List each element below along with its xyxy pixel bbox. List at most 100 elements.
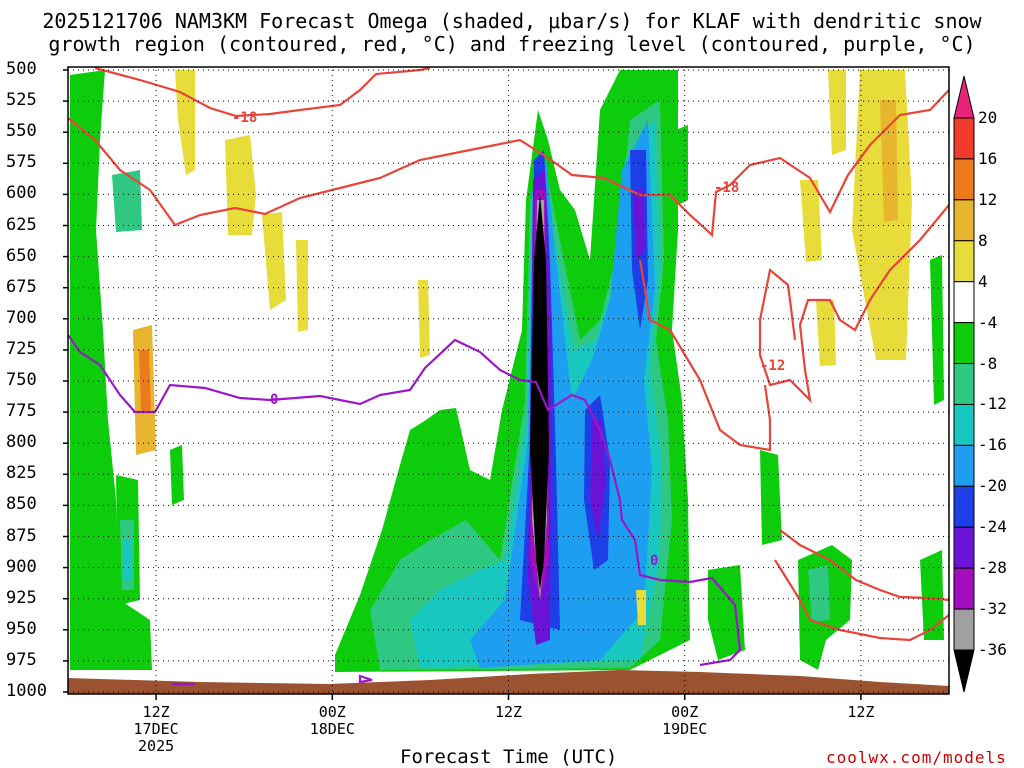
omega-shading-layer <box>68 67 949 694</box>
x-tick-label-line: 19DEC <box>662 720 708 738</box>
credit-link[interactable]: coolwx.com/models <box>826 748 1007 767</box>
y-tick-label: 1000 <box>6 681 47 701</box>
colorbar-label: 16 <box>978 148 998 168</box>
y-tick-label: 900 <box>6 556 37 577</box>
freezing-level-contours <box>68 334 742 686</box>
y-tick-label: 550 <box>6 121 37 142</box>
x-tick-label: 00Z 18DEC <box>287 704 377 738</box>
omega-region-left-lower-cyan <box>124 540 132 580</box>
omega-region-yellow-4 <box>296 240 308 332</box>
colorbar-label: 4 <box>978 271 988 291</box>
omega-colorbar <box>953 75 975 693</box>
y-tick-label: 525 <box>6 90 37 111</box>
x-tick-label: 12Z <box>816 704 906 721</box>
y-tick-label: 925 <box>6 587 37 608</box>
x-tick-label-line: 00Z <box>318 703 346 721</box>
y-tick-marks <box>63 69 68 693</box>
colorbar-label: -36 <box>978 640 1007 659</box>
y-tick-label: 875 <box>6 525 37 546</box>
x-tick-label: 12Z <box>464 704 554 721</box>
freezing-label-1: 0 <box>270 392 278 408</box>
colorbar-label: -4 <box>978 312 998 332</box>
colorbar-label: -12 <box>978 394 1007 414</box>
freezing-label-2: 0 <box>650 553 658 569</box>
colorbar-segment <box>953 444 975 487</box>
x-tick-label: 12Z 17DEC 2025 <box>111 704 201 755</box>
colorbar-segment <box>953 281 975 324</box>
colorbar-label: -16 <box>978 435 1007 455</box>
omega-region-green-small <box>676 125 688 205</box>
omega-region-right-green-4 <box>930 255 944 405</box>
omega-region-right-teal-3 <box>808 565 830 622</box>
red-contour-right-loop <box>758 204 949 404</box>
colorbar-label: -20 <box>978 476 1007 496</box>
colorbar-segment <box>953 485 975 528</box>
chart-title-line1: 2025121706 NAM3KM Forecast Omega (shaded… <box>42 9 982 33</box>
red-contour-lower-right <box>774 529 949 642</box>
omega-region-yellow-3 <box>262 212 286 310</box>
omega-region-yellow-7 <box>852 70 912 360</box>
colorbar-segment <box>953 649 975 693</box>
contour-labels: -18 -18 -12 <box>232 110 785 374</box>
contour-label-3: -12 <box>760 358 785 374</box>
contour-label-1: -18 <box>232 110 257 126</box>
x-axis-title: Forecast Time (UTC) <box>400 746 618 768</box>
x-tick-label-line: 17DEC <box>133 720 179 738</box>
x-tick-label: 00Z 19DEC <box>640 704 730 738</box>
omega-region-yellow-2 <box>225 135 256 235</box>
y-tick-label: 600 <box>6 183 37 204</box>
purple-contour-small <box>172 674 373 686</box>
freezing-labels: 0 0 <box>270 392 658 569</box>
y-tick-label: 575 <box>6 152 37 173</box>
y-tick-label: 825 <box>6 463 37 484</box>
contour-label-2: -18 <box>714 180 739 196</box>
omega-region-yellow-6 <box>828 70 846 155</box>
colorbar-segment <box>953 403 975 446</box>
colorbar-label: -32 <box>978 599 1007 619</box>
omega-region-right-purple <box>590 420 606 540</box>
colorbar-segment <box>953 75 975 119</box>
y-tick-label: 625 <box>6 214 37 235</box>
colorbar-segment <box>953 526 975 569</box>
colorbar-label: -8 <box>978 353 998 373</box>
colorbar-label: -24 <box>978 517 1007 537</box>
colorbar-segment <box>953 158 975 201</box>
dendritic-growth-contours <box>68 67 949 642</box>
omega-region-small1 <box>170 445 184 505</box>
omega-region-yellow-8 <box>800 180 822 262</box>
x-tick-label-line: 18DEC <box>309 720 355 738</box>
purple-contour-main <box>68 334 742 667</box>
omega-region-right-green-2 <box>760 450 782 545</box>
omega-region-left-teal <box>112 170 142 232</box>
red-contour-mid-right <box>638 259 772 452</box>
red-contour-lower <box>68 89 949 238</box>
omega-region-right-green-1 <box>708 565 745 660</box>
colorbar-label: 20 <box>978 108 998 127</box>
y-tick-label: 725 <box>6 338 37 359</box>
omega-region-orange-core <box>139 350 151 412</box>
red-contour-upper <box>94 67 431 118</box>
omega-region-center-blue <box>470 120 655 668</box>
x-tick-label-line: 12Z <box>142 703 170 721</box>
omega-region-left <box>70 70 152 670</box>
colorbar-segment <box>953 240 975 283</box>
colorbar-segment <box>953 199 975 242</box>
x-tick-label-line: 12Z <box>847 703 875 721</box>
x-tick-label-line: 12Z <box>494 703 523 721</box>
y-tick-label: 975 <box>6 649 37 670</box>
x-tick-marks <box>155 694 862 700</box>
plot-grid <box>68 69 949 693</box>
colorbar-segment <box>953 608 975 651</box>
colorbar-label: -28 <box>978 558 1007 578</box>
omega-region-yellow-1 <box>175 70 195 175</box>
y-tick-label: 650 <box>6 245 37 266</box>
y-tick-label: 700 <box>6 307 37 328</box>
chart-title-line2: growth region (contoured, red, °C) and f… <box>48 32 976 56</box>
y-tick-label: 800 <box>6 432 37 453</box>
terrain-surface <box>68 670 949 694</box>
y-tick-label: 850 <box>6 494 37 515</box>
colorbar-segment <box>953 567 975 610</box>
colorbar-segment <box>953 363 975 405</box>
x-tick-label-line: 00Z <box>671 703 699 721</box>
